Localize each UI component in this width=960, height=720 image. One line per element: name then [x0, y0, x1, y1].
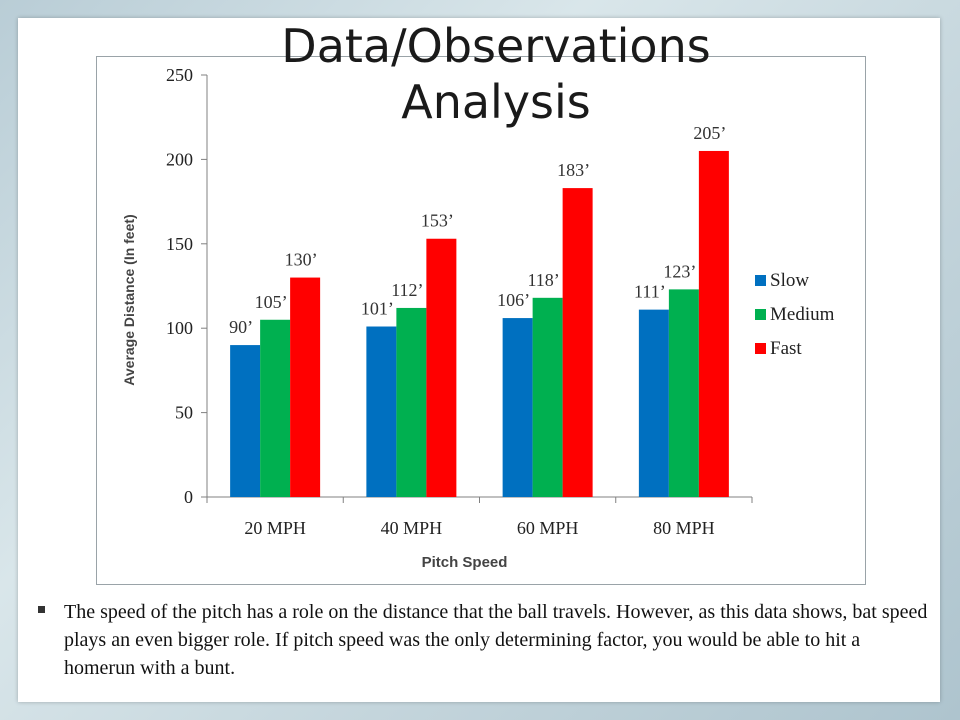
x-tick-label: 60 MPH — [517, 518, 579, 538]
y-tick-label: 150 — [166, 234, 193, 254]
legend-label-slow: Slow — [770, 270, 809, 291]
bar-slow — [638, 309, 669, 497]
data-label: 205’ — [693, 123, 726, 143]
bar-medium — [260, 319, 291, 497]
y-axis-title: Average Distance (In feet) — [121, 214, 137, 385]
bar-fast — [698, 150, 729, 497]
y-tick-label: 50 — [175, 403, 193, 423]
data-label: 118’ — [527, 270, 559, 290]
slide-title: Data/Observations Analysis — [281, 19, 711, 129]
body-paragraph: The speed of the pitch has a role on the… — [64, 601, 928, 679]
data-label: 123’ — [663, 261, 696, 281]
data-label: 183’ — [557, 160, 590, 180]
legend-swatch-slow — [755, 275, 766, 286]
legend-swatch-fast — [755, 343, 766, 354]
body-text: The speed of the pitch has a role on the… — [38, 598, 928, 682]
y-tick-label: 200 — [166, 149, 193, 169]
legend-label-medium: Medium — [770, 304, 835, 325]
chart-frame: 0 50 100 150 200 250 20 MPH 40 MPH 60 MPH 80 MPH 9… — [96, 56, 866, 585]
bar-medium — [532, 297, 563, 497]
data-label: 105’ — [255, 292, 288, 312]
legend-label-fast: Fast — [770, 338, 802, 359]
bar-fast — [562, 188, 593, 497]
data-label: 101’ — [361, 299, 394, 319]
bar-slow — [502, 318, 533, 497]
data-label: 90’ — [229, 317, 253, 337]
y-tick-label: 0 — [184, 487, 193, 507]
bar-slow — [366, 326, 397, 497]
bar-medium — [668, 289, 699, 497]
bar-slow — [230, 345, 261, 497]
bullet-icon — [38, 606, 45, 613]
x-tick-label: 40 MPH — [381, 518, 443, 538]
data-label: 130’ — [285, 250, 318, 270]
legend-swatch-medium — [755, 309, 766, 320]
data-label: 111’ — [634, 282, 666, 302]
data-label: 106’ — [497, 290, 530, 310]
x-axis-title: Pitch Speed — [422, 554, 508, 571]
bar-chart: 0 50 100 150 200 250 20 MPH 40 MPH 60 MPH 80 MPH 9… — [121, 65, 835, 571]
x-tick-label: 20 MPH — [244, 518, 306, 538]
bar-fast — [426, 238, 457, 497]
bar-fast — [290, 277, 321, 497]
bar-medium — [396, 307, 427, 497]
x-tick-label: 80 MPH — [653, 518, 715, 538]
data-label: 112’ — [391, 280, 423, 300]
y-tick-label: 100 — [166, 318, 193, 338]
data-label: 153’ — [421, 211, 454, 231]
y-tick-label: 250 — [166, 65, 193, 85]
